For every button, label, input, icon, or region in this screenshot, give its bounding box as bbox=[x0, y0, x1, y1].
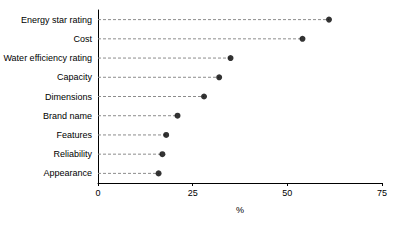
svg-text:50: 50 bbox=[282, 188, 292, 198]
svg-text:75: 75 bbox=[377, 188, 387, 198]
svg-text:%: % bbox=[236, 205, 244, 215]
svg-text:Capacity: Capacity bbox=[57, 72, 93, 82]
svg-text:Features: Features bbox=[56, 130, 92, 140]
svg-text:Cost: Cost bbox=[73, 34, 92, 44]
svg-text:Energy star rating: Energy star rating bbox=[21, 15, 92, 25]
svg-text:Dimensions: Dimensions bbox=[45, 92, 93, 102]
svg-text:25: 25 bbox=[188, 188, 198, 198]
svg-text:Appearance: Appearance bbox=[43, 168, 92, 178]
svg-text:Water efficiency rating: Water efficiency rating bbox=[3, 53, 92, 63]
svg-text:0: 0 bbox=[95, 188, 100, 198]
svg-text:Brand name: Brand name bbox=[43, 111, 92, 121]
svg-text:Reliability: Reliability bbox=[53, 149, 92, 159]
